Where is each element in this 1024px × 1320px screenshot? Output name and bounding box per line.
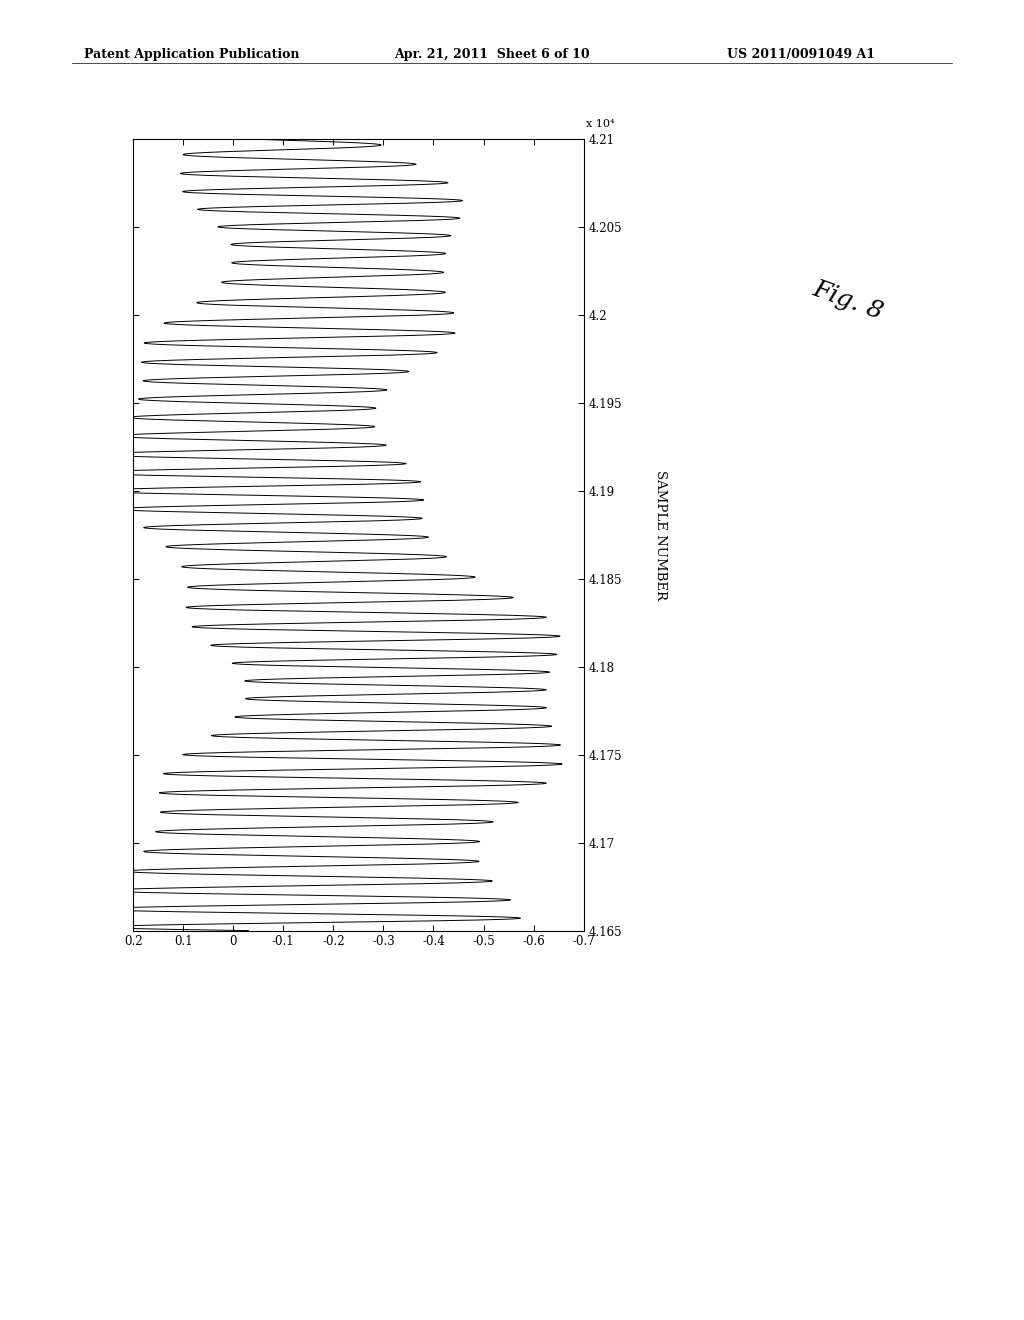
Text: US 2011/0091049 A1: US 2011/0091049 A1: [727, 48, 876, 61]
Y-axis label: SAMPLE NUMBER: SAMPLE NUMBER: [653, 470, 667, 599]
Text: Patent Application Publication: Patent Application Publication: [84, 48, 299, 61]
Text: Fig. 8: Fig. 8: [809, 277, 886, 323]
Text: Apr. 21, 2011  Sheet 6 of 10: Apr. 21, 2011 Sheet 6 of 10: [394, 48, 590, 61]
Text: x 10⁴: x 10⁴: [586, 119, 614, 129]
